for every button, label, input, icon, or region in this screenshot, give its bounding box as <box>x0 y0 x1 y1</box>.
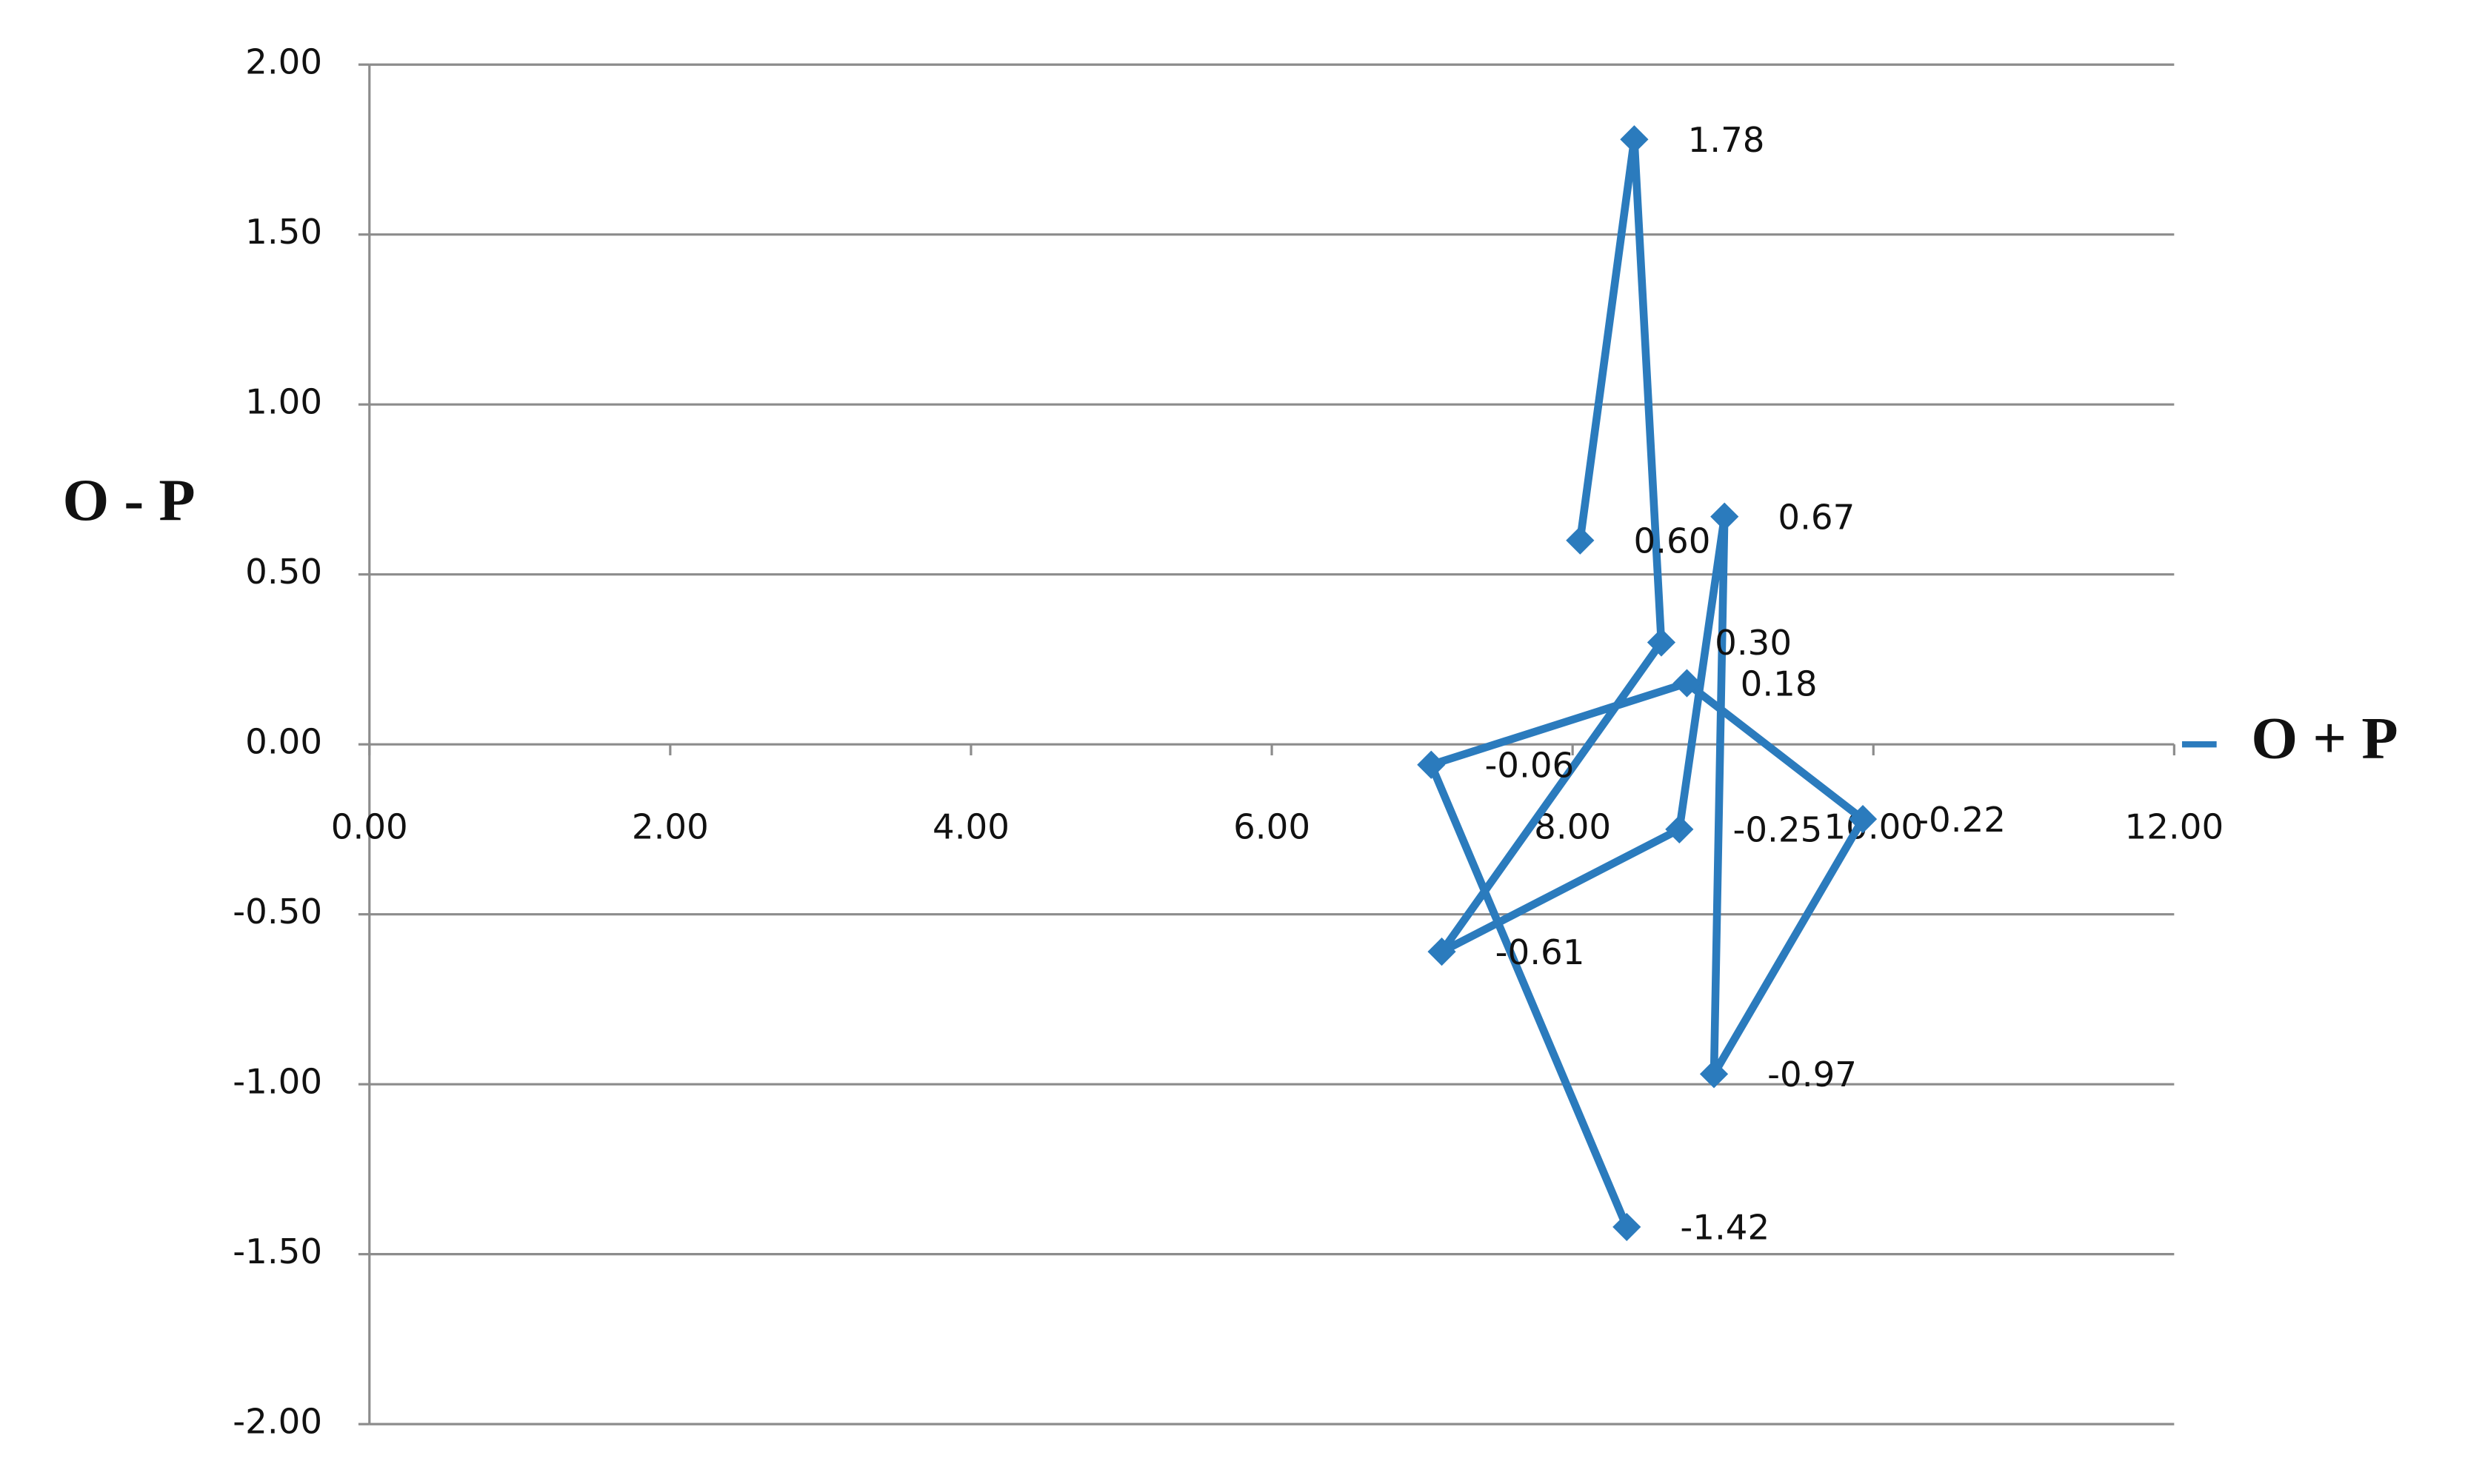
data-point <box>1710 502 1739 531</box>
data-point <box>1699 1060 1729 1089</box>
data-label: -0.97 <box>1767 1055 1857 1095</box>
y-tick-label: 2.00 <box>245 43 322 83</box>
data-label: 1.78 <box>1688 121 1765 161</box>
x-tick-label: 6.00 <box>1233 807 1310 847</box>
y-tick-label: 1.50 <box>245 213 322 253</box>
data-point <box>1647 628 1676 657</box>
data-point <box>1848 805 1878 834</box>
data-point <box>1417 750 1446 779</box>
data-point <box>1665 815 1694 844</box>
data-label: -1.42 <box>1680 1209 1769 1249</box>
data-label: -0.06 <box>1484 746 1574 786</box>
data-label: 0.18 <box>1741 664 1818 704</box>
legend-label: O + P <box>2251 706 2398 772</box>
data-label: -0.22 <box>1916 801 2006 840</box>
y-tick-label: 0.50 <box>245 552 322 592</box>
x-tick-label: 10.00 <box>1824 807 1923 847</box>
data-label: -0.61 <box>1495 933 1585 973</box>
data-label: 0.30 <box>1715 624 1792 664</box>
data-point <box>1612 1212 1641 1242</box>
data-label: 0.60 <box>1633 522 1710 562</box>
data-label: -0.25 <box>1732 811 1822 851</box>
y-axis-title: O - P <box>62 467 195 533</box>
data-label: 0.67 <box>1778 498 1855 538</box>
data-point <box>1672 669 1701 698</box>
x-tick-label: 2.00 <box>632 807 709 847</box>
data-point <box>1427 937 1456 966</box>
y-tick-label: -1.00 <box>233 1063 322 1103</box>
data-point <box>1566 526 1595 555</box>
x-tick-label: 12.00 <box>2125 807 2224 847</box>
y-tick-label: 1.00 <box>245 383 322 423</box>
x-tick-label: 0.00 <box>331 807 408 847</box>
y-tick-label: -0.50 <box>233 892 322 932</box>
x-tick-label: 4.00 <box>933 807 1010 847</box>
data-point <box>1620 125 1649 154</box>
y-tick-label: 0.00 <box>245 723 322 763</box>
x-tick-label: 8.00 <box>1534 807 1611 847</box>
y-tick-label: -1.50 <box>233 1232 322 1272</box>
y-tick-label: -2.00 <box>233 1403 322 1443</box>
